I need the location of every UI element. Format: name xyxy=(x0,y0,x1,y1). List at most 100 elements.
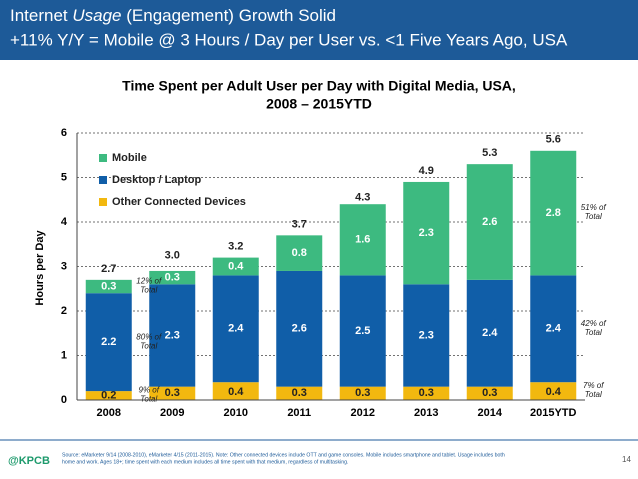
bar-segment xyxy=(149,270,196,285)
legend-label: Other Connected Devices xyxy=(112,196,246,208)
logo: @KPCB xyxy=(8,455,50,467)
data-label: 0.3 xyxy=(292,387,307,399)
data-label: 0.3 xyxy=(165,387,180,399)
x-tick-label: 2015YTD xyxy=(530,407,577,419)
annotation: 12% of xyxy=(136,277,162,286)
bar-segment xyxy=(466,279,513,387)
header-line2: +11% Y/Y = Mobile @ 3 Hours / Day per Us… xyxy=(10,30,568,49)
total-label: 2.7 xyxy=(101,263,116,275)
legend-label: Mobile xyxy=(112,152,147,164)
data-label: 0.2 xyxy=(101,389,116,401)
total-label: 3.7 xyxy=(292,218,307,230)
data-label: 0.3 xyxy=(101,280,116,292)
bar-segment xyxy=(276,270,323,387)
annotation: Total xyxy=(585,390,602,399)
data-label: 0.3 xyxy=(355,387,370,399)
total-label: 3.0 xyxy=(165,249,180,261)
legend-swatch xyxy=(99,198,107,206)
bar-segment xyxy=(466,164,513,280)
bar-segment xyxy=(276,235,323,271)
annotation: Total xyxy=(585,212,602,221)
chart-title: Time Spent per Adult User per Day with D… xyxy=(122,78,516,94)
bar-segment xyxy=(276,386,323,400)
x-tick-label: 2012 xyxy=(351,407,375,419)
x-tick-label: 2008 xyxy=(97,407,121,419)
total-label: 4.3 xyxy=(355,192,370,204)
data-label: 2.3 xyxy=(419,329,434,341)
annotation: 7% of xyxy=(583,381,604,390)
source-note: Source: eMarketer 9/14 (2008-2010), eMar… xyxy=(62,452,505,458)
total-label: 5.3 xyxy=(482,147,497,159)
legend-swatch xyxy=(99,154,107,162)
annotation: 51% of xyxy=(581,203,607,212)
header-text: Usage xyxy=(72,6,121,25)
data-label: 0.3 xyxy=(482,387,497,399)
data-label: 2.3 xyxy=(165,329,180,341)
data-label: 2.6 xyxy=(292,323,307,335)
data-label: 2.2 xyxy=(101,336,116,348)
bar-segment xyxy=(403,386,450,400)
annotation: 9% of xyxy=(139,386,160,395)
annotation: Total xyxy=(585,328,602,337)
annotation: 42% of xyxy=(581,319,607,328)
bar-segment xyxy=(466,386,513,400)
data-label: 0.4 xyxy=(228,260,244,272)
bar-segment xyxy=(530,382,577,400)
x-tick-label: 2014 xyxy=(478,407,503,419)
y-tick-label: 0 xyxy=(61,394,67,406)
header-text: Internet xyxy=(10,6,72,25)
bar-segment xyxy=(149,284,196,387)
y-tick-label: 3 xyxy=(61,260,67,272)
y-axis-label: Hours per Day xyxy=(34,230,46,306)
data-label: 0.8 xyxy=(292,247,307,259)
data-label: 2.6 xyxy=(482,216,497,228)
legend-label: Desktop / Laptop xyxy=(112,174,202,186)
bar-segment xyxy=(530,275,577,383)
annotation: Total xyxy=(140,395,157,404)
x-tick-label: 2009 xyxy=(160,407,184,419)
total-label: 3.2 xyxy=(228,241,243,253)
data-label: 1.6 xyxy=(355,234,370,246)
bar-segment xyxy=(85,391,132,400)
legend-swatch xyxy=(99,176,107,184)
bar-segment xyxy=(339,204,386,276)
y-tick-label: 1 xyxy=(61,349,67,361)
total-label: 5.6 xyxy=(546,134,561,146)
y-tick-label: 6 xyxy=(61,127,67,139)
bar-segment xyxy=(403,181,450,285)
data-label: 0.3 xyxy=(419,387,434,399)
x-tick-label: 2013 xyxy=(414,407,438,419)
chart-title: 2008 – 2015YTD xyxy=(266,96,372,112)
data-label: 2.4 xyxy=(482,327,498,339)
total-label: 4.9 xyxy=(419,165,434,177)
bar-segment xyxy=(339,386,386,400)
y-tick-label: 4 xyxy=(61,216,68,228)
annotation: Total xyxy=(140,341,157,350)
bar-segment xyxy=(149,386,196,400)
x-tick-label: 2011 xyxy=(287,407,311,419)
data-label: 2.4 xyxy=(546,323,562,335)
page-number: 14 xyxy=(622,455,631,464)
data-label: 0.4 xyxy=(228,386,244,398)
bar-segment xyxy=(212,382,259,400)
bar-segment xyxy=(85,279,132,294)
annotation: Total xyxy=(140,286,157,295)
data-label: 2.5 xyxy=(355,325,370,337)
annotation: 80% of xyxy=(136,332,162,341)
header-band xyxy=(0,0,638,60)
bar-segment xyxy=(339,275,386,387)
data-label: 2.8 xyxy=(546,207,561,219)
data-label: 0.3 xyxy=(165,272,180,284)
x-tick-label: 2010 xyxy=(224,407,248,419)
header-line1: Internet Usage (Engagement) Growth Solid xyxy=(10,6,336,25)
y-tick-label: 2 xyxy=(61,305,67,317)
data-label: 2.4 xyxy=(228,323,244,335)
y-tick-label: 5 xyxy=(61,171,67,183)
source-note: home and work. Ages 18+; time spent with… xyxy=(62,459,348,465)
bar-segment xyxy=(85,293,132,392)
data-label: 0.4 xyxy=(546,386,562,398)
data-label: 2.3 xyxy=(419,227,434,239)
bar-segment xyxy=(212,257,259,276)
bar-segment xyxy=(403,284,450,387)
